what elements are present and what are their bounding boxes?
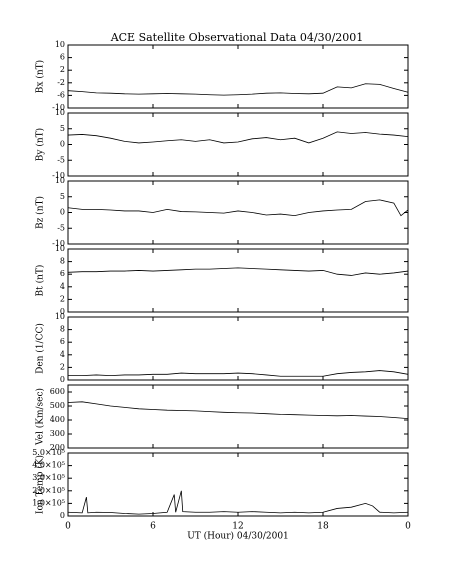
y-tick-label: 2 (60, 65, 65, 74)
y-axis-label: Bx (nT) (35, 60, 46, 93)
y-tick-label: 3.0×10⁵ (32, 473, 65, 482)
panel-frame (67, 316, 409, 381)
y-tick-label: -10 (52, 239, 65, 248)
y-tick-label: 10 (55, 312, 65, 321)
y-tick-label: 4 (60, 350, 65, 359)
y-tick-label: 0 (60, 140, 65, 149)
data-line (67, 131, 409, 144)
y-tick-label: 10 (55, 108, 65, 117)
y-tick-label: 6 (60, 53, 65, 62)
y-tick-label: 5 (60, 192, 65, 201)
y-tick-label: 0 (60, 511, 65, 520)
y-tick-label: 400 (50, 415, 65, 424)
y-tick-label: -6 (57, 90, 65, 99)
y-tick-label: 500 (50, 401, 65, 410)
x-tick-label: 18 (317, 522, 329, 532)
y-tick-label: 0 (60, 375, 65, 384)
y-tick-label: 6 (60, 337, 65, 346)
panel-frame (67, 384, 409, 449)
x-tick-label: 0 (405, 522, 411, 532)
panel-frame (67, 248, 409, 313)
y-tick-label: 8 (60, 325, 65, 334)
y-tick-label: 1.0×10⁵ (32, 498, 65, 507)
y-tick-label: 2 (60, 362, 65, 371)
y-tick-label: 10 (55, 176, 65, 185)
y-tick-label: -10 (52, 171, 65, 180)
y-tick-label: 4.0×10⁵ (32, 461, 65, 470)
x-axis-label: UT (Hour) 04/30/2001 (187, 531, 289, 542)
y-tick-label: 0 (60, 307, 65, 316)
data-line (67, 199, 409, 217)
y-tick-label: 6 (60, 269, 65, 278)
x-tick-label: 0 (65, 522, 71, 532)
y-tick-label: 4 (60, 282, 65, 291)
y-axis-label: Ion Temp (K) (35, 455, 46, 514)
data-line (67, 83, 409, 96)
y-tick-label: 600 (50, 387, 65, 396)
data-line (68, 370, 409, 377)
data-line (67, 490, 409, 515)
y-tick-label: -2 (57, 78, 65, 87)
data-line (67, 267, 409, 276)
y-axis-label: Bt (nT) (35, 265, 46, 297)
y-tick-label: 10 (55, 40, 65, 49)
y-tick-label: 5 (60, 124, 65, 133)
y-tick-label: 8 (60, 257, 65, 266)
panel-frame (67, 112, 409, 177)
y-tick-label: 0 (60, 208, 65, 217)
y-axis-label: Den (1/CC) (35, 323, 46, 374)
panel-frame (67, 44, 409, 109)
y-tick-label: -5 (57, 155, 65, 164)
x-tick-label: 6 (150, 522, 156, 532)
y-axis-label: By (nT) (35, 128, 46, 161)
data-line (67, 401, 409, 419)
y-tick-label: 200 (50, 443, 65, 452)
y-tick-label: 5.0×10⁵ (32, 448, 65, 457)
y-axis-label: Vel (Km/sec) (35, 388, 46, 446)
y-tick-label: 10 (55, 244, 65, 253)
panel-frame (67, 452, 409, 517)
panel-frame (67, 180, 409, 245)
y-tick-label: 2.0×10⁵ (32, 486, 65, 495)
y-tick-label: -5 (57, 223, 65, 232)
y-tick-label: 2 (60, 294, 65, 303)
y-tick-label: 300 (50, 429, 65, 438)
chart-title: ACE Satellite Observational Data 04/30/2… (110, 31, 364, 44)
y-tick-label: -10 (52, 103, 65, 112)
y-axis-label: Bz (nT) (35, 196, 46, 229)
x-tick-label: 12 (232, 522, 243, 532)
